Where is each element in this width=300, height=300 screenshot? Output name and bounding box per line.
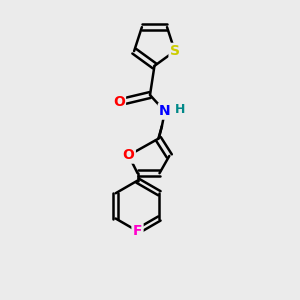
Text: H: H	[175, 103, 185, 116]
Text: N: N	[159, 104, 171, 118]
Text: F: F	[133, 224, 142, 238]
Text: S: S	[170, 44, 180, 58]
Text: O: O	[123, 148, 134, 162]
Text: O: O	[113, 95, 125, 110]
